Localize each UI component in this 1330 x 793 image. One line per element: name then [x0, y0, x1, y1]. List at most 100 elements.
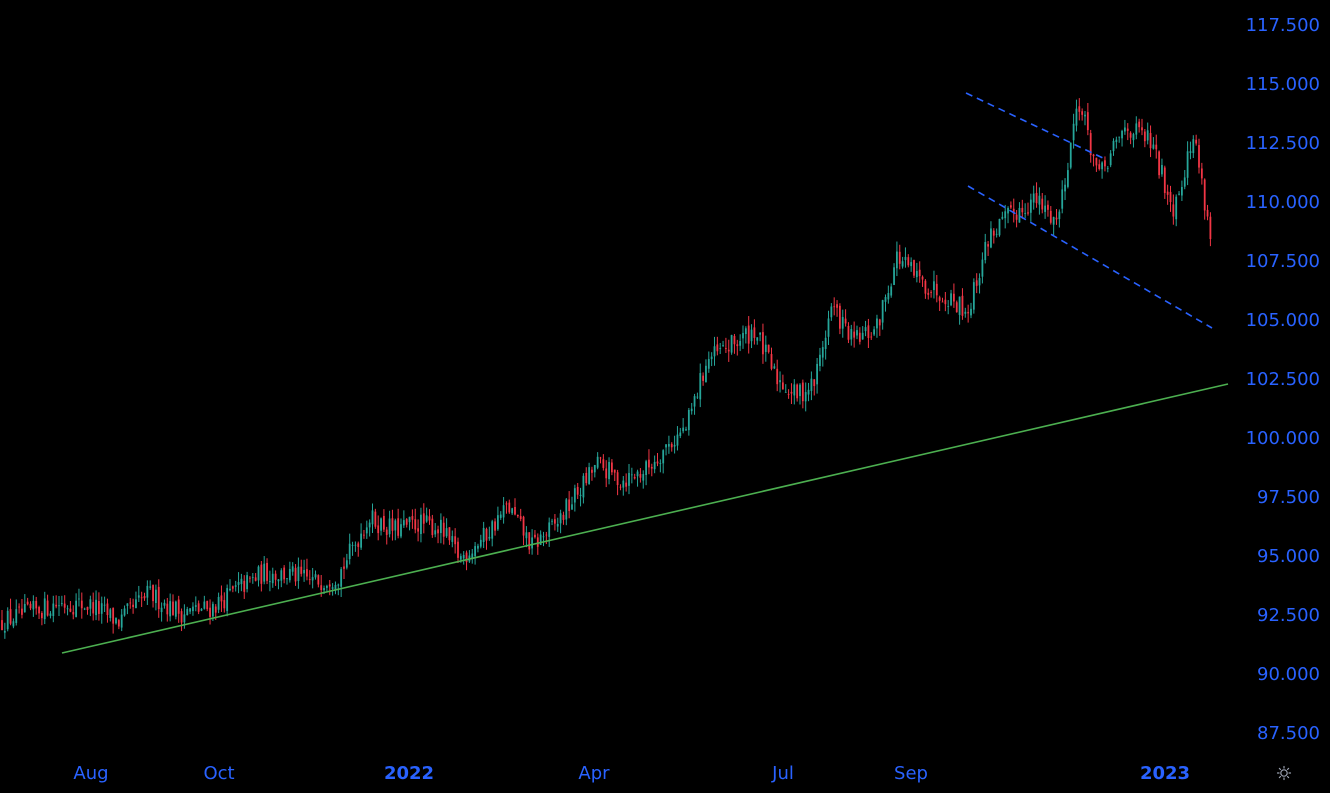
candle-up	[887, 293, 890, 300]
candle-up	[394, 520, 397, 531]
candle-up	[673, 444, 676, 447]
candle-up	[984, 241, 987, 261]
candle-down	[790, 391, 793, 394]
candle-up	[60, 603, 63, 605]
candle-down	[485, 528, 488, 541]
time-axis[interactable]: Aug Oct 2022 Apr Jul Sep 2023	[73, 763, 1190, 784]
candle-up	[445, 528, 448, 537]
candle-up	[1132, 134, 1135, 141]
candle-up	[499, 514, 502, 518]
candle-up	[719, 348, 722, 349]
candle-down	[1206, 209, 1209, 217]
price-tick-label: 112.500	[1246, 133, 1320, 154]
candle-up	[830, 306, 833, 318]
candle-up	[705, 365, 707, 383]
settings-icon[interactable]	[1276, 765, 1292, 781]
candle-down	[776, 368, 779, 385]
candle-down	[92, 602, 95, 614]
candle-down	[21, 608, 23, 615]
candle-down	[249, 577, 251, 579]
candle-down	[494, 521, 496, 531]
candle-down	[935, 283, 938, 296]
candle-down	[782, 382, 784, 390]
candle-down	[716, 344, 719, 352]
candle-up	[693, 396, 696, 407]
candle-up	[340, 569, 343, 587]
candle-up	[288, 568, 291, 581]
candle-up	[773, 366, 776, 369]
candle-down	[787, 393, 790, 395]
candle-up	[217, 596, 220, 610]
candle-up	[690, 408, 693, 412]
candle-down	[858, 332, 861, 342]
candle-down	[177, 599, 180, 614]
candle-up	[793, 384, 796, 396]
candle-down	[431, 518, 434, 536]
candle-up	[1058, 211, 1061, 220]
candle-down	[625, 482, 628, 487]
candle-up	[291, 566, 294, 572]
candle-down	[214, 606, 217, 613]
candle-down	[231, 586, 234, 589]
candle-up	[901, 261, 904, 267]
candle-down	[554, 519, 556, 524]
candle-up	[573, 488, 576, 503]
candle-up	[556, 523, 559, 527]
candle-down	[599, 457, 602, 459]
candle-down	[727, 349, 730, 352]
candle-up	[756, 337, 759, 341]
candle-up	[571, 504, 573, 510]
candle-down	[516, 515, 519, 517]
candle-down	[457, 541, 459, 558]
candle-down	[514, 507, 516, 515]
candle-down	[1141, 127, 1143, 131]
candle-up	[1072, 123, 1075, 141]
candle-down	[197, 603, 200, 612]
candle-up	[662, 450, 665, 464]
candle-down	[1047, 204, 1049, 210]
candle-down	[1155, 144, 1158, 150]
candle-up	[539, 534, 542, 545]
candle-up	[380, 518, 382, 531]
candle-down	[172, 601, 174, 615]
channel-upper-line[interactable]	[965, 92, 1106, 160]
candle-down	[924, 280, 927, 294]
candle-up	[246, 575, 248, 590]
candle-up	[425, 515, 428, 522]
price-tick-label: 110.000	[1246, 192, 1320, 213]
price-tick-label: 102.500	[1246, 369, 1320, 390]
candle-up	[337, 584, 340, 586]
candle-down	[576, 486, 579, 495]
support-trendline[interactable]	[61, 383, 1229, 654]
candle-down	[1200, 168, 1203, 179]
candle-down	[266, 562, 268, 581]
candle-up	[713, 346, 716, 357]
candle-up	[462, 554, 465, 559]
candle-down	[1055, 217, 1058, 220]
candle-down	[72, 612, 75, 615]
candle-down	[260, 564, 263, 584]
candle-down	[562, 514, 565, 520]
candle-down	[405, 519, 408, 525]
candle-up	[100, 603, 103, 614]
candle-up	[622, 480, 625, 488]
candle-up	[1004, 211, 1007, 219]
candle-up	[3, 630, 6, 633]
candle-down	[992, 230, 995, 236]
candle-down	[633, 477, 636, 479]
candle-up	[659, 463, 662, 464]
candle-up	[750, 329, 753, 342]
candle-up	[163, 602, 166, 606]
candle-down	[448, 527, 451, 541]
candle-up	[1175, 196, 1178, 220]
candle-up	[52, 603, 55, 616]
candle-up	[890, 286, 893, 296]
price-tick-label: 95.000	[1257, 546, 1320, 567]
candle-up	[169, 601, 172, 617]
candle-down	[987, 244, 989, 247]
price-axis[interactable]: 117.500 115.000 112.500 110.000 107.500 105.0…	[1246, 15, 1320, 744]
candle-up	[642, 474, 645, 481]
candle-up	[1152, 144, 1155, 149]
